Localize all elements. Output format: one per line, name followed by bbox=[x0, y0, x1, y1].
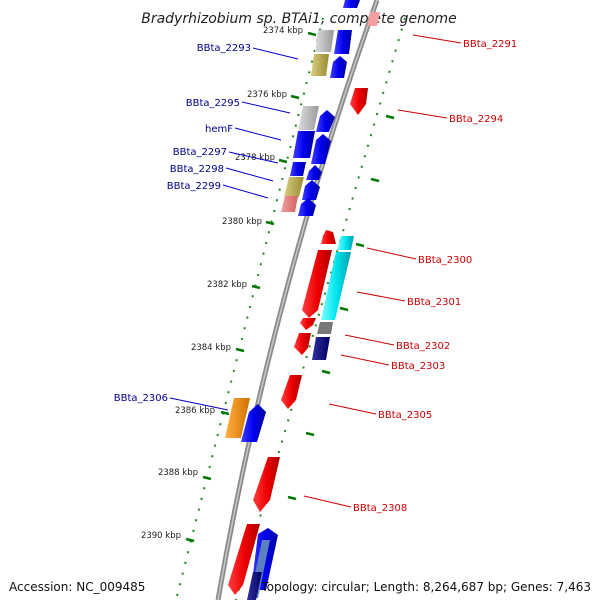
gene-feature[interactable] bbox=[334, 30, 352, 54]
gene-feature[interactable] bbox=[321, 252, 351, 320]
gene-feature[interactable] bbox=[290, 162, 306, 176]
gene-feature[interactable] bbox=[343, 0, 360, 8]
kbp-tick-marks bbox=[185, 31, 317, 543]
gene-label[interactable]: BBta_2303 bbox=[391, 361, 445, 372]
gene-feature[interactable] bbox=[294, 333, 311, 355]
gene-feature[interactable] bbox=[300, 318, 316, 330]
gene-label[interactable]: BBta_2301 bbox=[407, 297, 461, 308]
gene-feature[interactable] bbox=[306, 165, 322, 180]
left-gene-labels: BBta_2293 BBta_2295 hemF BBta_2297 BBta_… bbox=[114, 43, 251, 404]
gene-label[interactable]: BBta_2297 bbox=[173, 147, 227, 158]
gene-feature[interactable] bbox=[281, 196, 298, 212]
gene-feature[interactable] bbox=[312, 337, 330, 360]
gene-feature[interactable] bbox=[330, 56, 347, 78]
gene-feature[interactable] bbox=[316, 110, 335, 132]
gene-feature[interactable] bbox=[302, 250, 332, 318]
gene-feature[interactable] bbox=[253, 457, 280, 512]
gene-label[interactable]: BBta_2294 bbox=[449, 114, 503, 125]
gene-label[interactable]: BBta_2308 bbox=[353, 503, 407, 514]
kbp-label: 2386 kbp bbox=[175, 406, 215, 416]
gene-feature[interactable] bbox=[302, 180, 320, 200]
kbp-label: 2382 kbp bbox=[207, 280, 247, 290]
gene-label[interactable]: BBta_2291 bbox=[463, 39, 517, 50]
gene-feature[interactable] bbox=[311, 54, 329, 76]
gene-feature[interactable] bbox=[350, 88, 368, 115]
gene-feature[interactable] bbox=[367, 12, 380, 26]
gene-label[interactable]: BBta_2295 bbox=[186, 98, 240, 109]
gene-label[interactable]: BBta_2293 bbox=[197, 43, 251, 54]
kbp-label: 2376 kbp bbox=[247, 90, 287, 100]
guide-lines bbox=[175, 17, 406, 600]
gene-feature[interactable] bbox=[247, 572, 262, 600]
kbp-label: 2384 kbp bbox=[191, 343, 231, 353]
gene-label[interactable]: BBta_2298 bbox=[170, 164, 224, 175]
gene-feature[interactable] bbox=[241, 404, 266, 442]
gene-feature[interactable] bbox=[284, 177, 304, 197]
gene-feature[interactable] bbox=[311, 134, 331, 164]
gene-feature[interactable] bbox=[293, 131, 315, 158]
kbp-label: 2374 kbp bbox=[263, 26, 303, 36]
gene-feature[interactable] bbox=[298, 198, 316, 216]
gene-label[interactable]: BBta_2306 bbox=[114, 393, 168, 404]
topology-text: Topology: circular; Length: 8,264,687 bp… bbox=[261, 580, 591, 594]
gene-feature[interactable] bbox=[317, 322, 333, 334]
reverse-strand-genes bbox=[225, 0, 360, 600]
gene-feature[interactable] bbox=[337, 236, 354, 250]
genome-backbone bbox=[215, 0, 380, 600]
gene-feature[interactable] bbox=[228, 524, 260, 595]
accession-text: Accession: NC_009485 bbox=[9, 580, 146, 594]
gene-label[interactable]: BBta_2299 bbox=[167, 181, 221, 192]
gene-feature[interactable] bbox=[321, 230, 336, 244]
gene-feature[interactable] bbox=[315, 30, 334, 52]
gene-feature[interactable] bbox=[225, 398, 250, 438]
kbp-label: 2388 kbp bbox=[158, 468, 198, 478]
outer-tick-marks bbox=[287, 114, 395, 501]
gene-label[interactable]: BBta_2302 bbox=[396, 341, 450, 352]
gene-feature[interactable] bbox=[298, 106, 319, 130]
gene-feature[interactable] bbox=[281, 375, 302, 409]
gene-label[interactable]: BBta_2305 bbox=[378, 410, 432, 421]
map-title: Bradyrhizobium sp. BTAi1, complete genom… bbox=[141, 11, 457, 27]
right-gene-labels: BBta_2291 BBta_2294 BBta_2300 BBta_2301 … bbox=[353, 39, 517, 514]
gene-label[interactable]: hemF bbox=[205, 124, 233, 135]
kbp-label: 2380 kbp bbox=[222, 217, 262, 227]
forward-strand-genes bbox=[228, 12, 380, 595]
gene-label[interactable]: BBta_2300 bbox=[418, 255, 472, 266]
callout-lines bbox=[169, 34, 462, 508]
kbp-label: 2390 kbp bbox=[141, 531, 181, 541]
